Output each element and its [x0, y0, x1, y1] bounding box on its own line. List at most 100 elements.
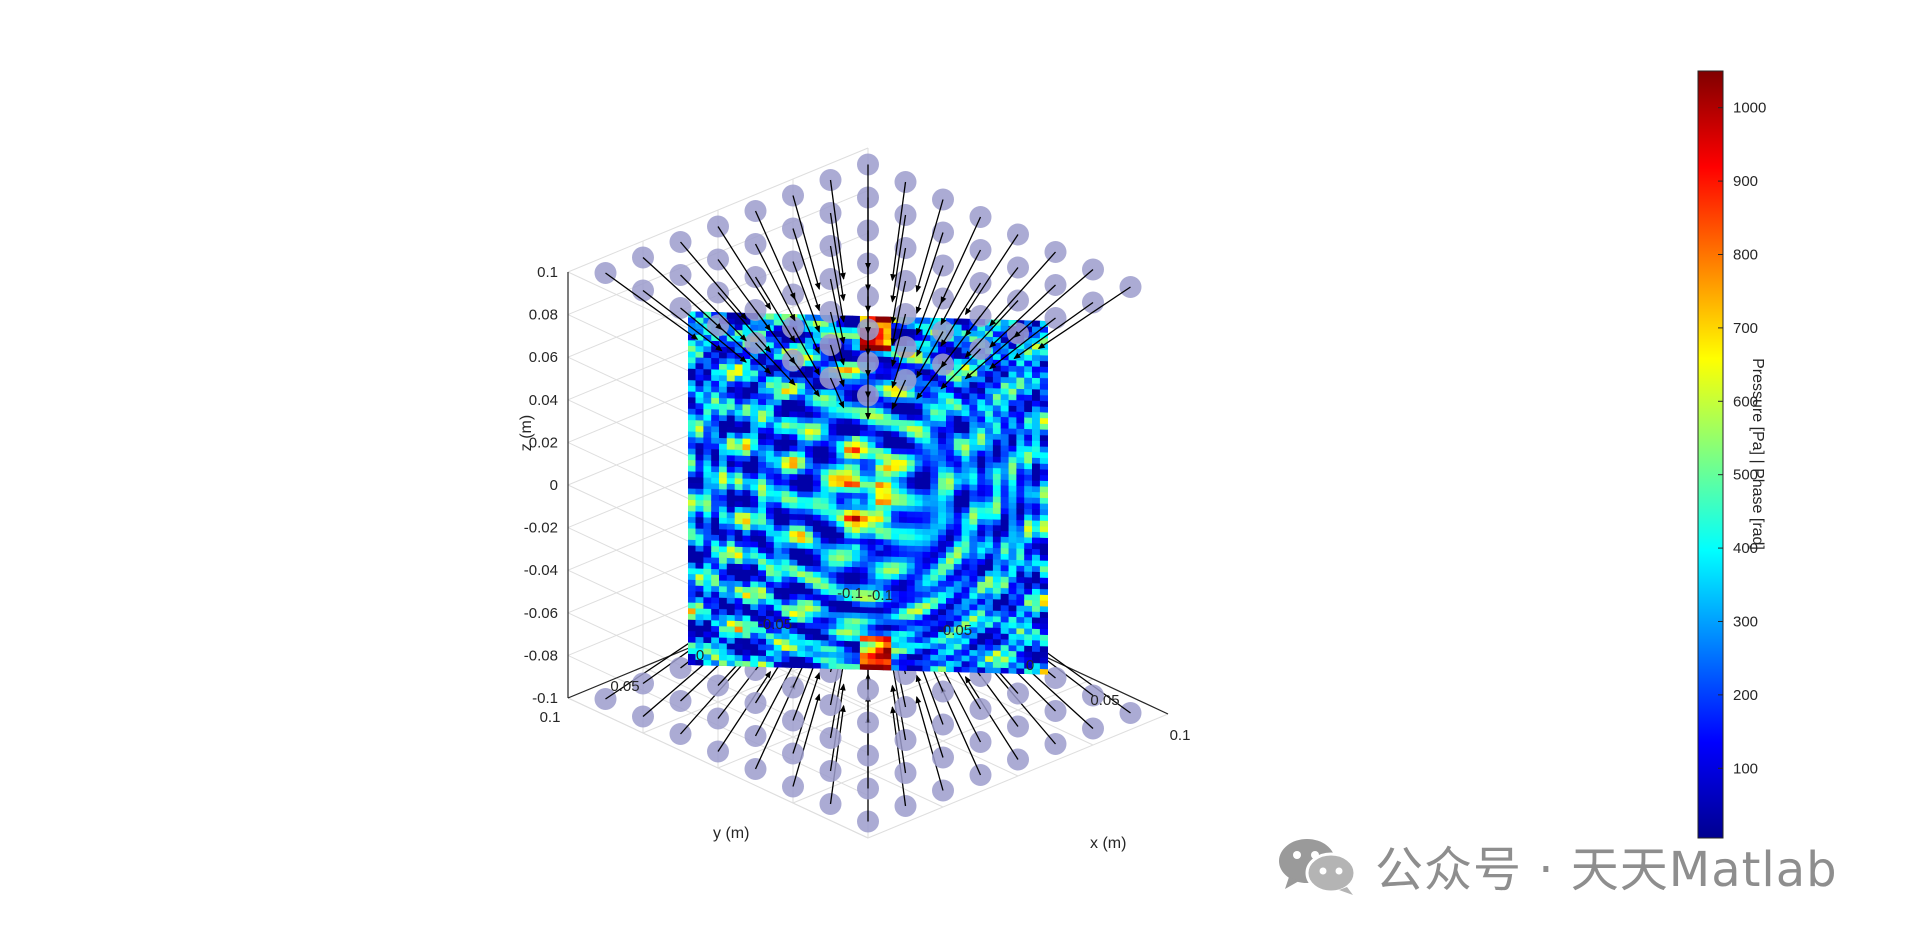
- slice-cell: [805, 570, 814, 578]
- slice-cell: [703, 596, 712, 604]
- slice-cell: [1000, 587, 1010, 595]
- slice-cell: [906, 539, 916, 546]
- slice-cell: [859, 623, 869, 631]
- slice-cell: [820, 554, 830, 561]
- slice-cell: [969, 375, 978, 383]
- slice-cell: [859, 481, 869, 488]
- slice-cell: [1032, 400, 1041, 407]
- slice-cell: [906, 562, 916, 569]
- slice-cell: [750, 369, 759, 377]
- slice-cell: [1008, 593, 1018, 600]
- slice-cell: [922, 488, 931, 496]
- slice-cell: [805, 496, 814, 504]
- slice-cell: [1016, 576, 1025, 584]
- slice-cell: [797, 490, 806, 498]
- slice-cell: [750, 426, 759, 434]
- slice-cell: [688, 425, 697, 432]
- slice-cell: [742, 540, 751, 548]
- slice-cell: [977, 660, 986, 668]
- slice-cell: [930, 437, 939, 444]
- slice-cell: [953, 335, 963, 342]
- slice-cell: [695, 476, 705, 484]
- transducer-direction-arrow: [754, 243, 796, 322]
- slice-cell: [945, 471, 955, 479]
- slice-cell: [781, 490, 791, 497]
- slice-cell: [695, 413, 705, 421]
- slice-cell: [945, 466, 955, 473]
- slice-cell: [765, 552, 775, 560]
- slice-cell: [1032, 388, 1041, 396]
- slice-cell: [765, 421, 775, 429]
- slice-cell: [726, 631, 736, 639]
- slice-cell: [688, 453, 697, 461]
- slice-cell: [914, 545, 924, 552]
- slice-cell: [985, 398, 994, 406]
- slice-cell: [820, 462, 830, 470]
- slice-cell: [828, 599, 838, 607]
- slice-cell: [726, 483, 736, 490]
- slice-cell: [758, 660, 767, 668]
- slice-cell: [695, 379, 705, 387]
- slice-cell: [953, 483, 963, 491]
- slice-cell: [898, 664, 908, 672]
- slice-cell: [805, 388, 814, 395]
- slice-cell: [961, 557, 971, 565]
- slice-cell: [930, 500, 939, 507]
- slice-cell: [883, 538, 892, 546]
- slice-cell: [836, 548, 845, 556]
- slice-cell: [883, 447, 892, 455]
- slice-cell: [758, 575, 767, 582]
- slice-cell: [922, 368, 931, 376]
- slice-cell: [718, 414, 728, 422]
- slice-cell: [750, 415, 759, 422]
- slice-cell: [1032, 576, 1041, 584]
- slice-cell: [688, 641, 697, 649]
- slice-cell: [922, 482, 931, 490]
- slice-cell: [844, 480, 853, 488]
- slice-cell: [906, 482, 916, 489]
- slice-cell: [938, 454, 947, 462]
- slice-cell: [1016, 468, 1025, 475]
- slice-cell: [688, 590, 697, 598]
- slice-cell: [758, 592, 767, 599]
- slice-cell: [953, 415, 963, 422]
- slice-cell: [711, 385, 720, 393]
- slice-cell: [898, 464, 908, 472]
- slice-cell: [695, 339, 705, 347]
- slice-cell: [1008, 393, 1018, 401]
- slice-cell: [1024, 599, 1033, 607]
- slice-cell: [875, 606, 885, 614]
- slice-cell: [765, 392, 775, 400]
- slice-cell: [898, 607, 908, 615]
- slice-cell: [898, 653, 908, 660]
- slice-cell: [1000, 444, 1010, 452]
- slice-cell: [891, 624, 900, 632]
- slice-cell: [969, 512, 978, 520]
- slice-cell: [820, 451, 830, 459]
- slice-cell: [1000, 570, 1010, 577]
- slice-cell: [1024, 565, 1033, 572]
- transducer-direction-arrow: [1037, 286, 1131, 350]
- slice-cell: [867, 526, 877, 534]
- slice-cell: [906, 453, 916, 461]
- slice-cell: [797, 661, 806, 669]
- slice-cell: [922, 505, 931, 513]
- slice-cell: [820, 422, 830, 430]
- slice-cell: [781, 427, 791, 435]
- slice-cell: [726, 574, 736, 582]
- slice-cell: [789, 479, 798, 486]
- slice-cell: [718, 386, 728, 393]
- slice-cell: [1024, 570, 1033, 578]
- slice-cell: [765, 444, 775, 451]
- slice-cell: [820, 582, 830, 590]
- slice-cell: [859, 424, 869, 431]
- slice-cell: [828, 520, 838, 527]
- slice-cell: [898, 624, 908, 632]
- slice-cell: [922, 471, 931, 478]
- slice-cell: [812, 399, 822, 407]
- slice-cell: [1000, 513, 1010, 520]
- slice-cell: [953, 352, 963, 359]
- slice-cell: [695, 470, 705, 478]
- slice-cell: [797, 627, 806, 635]
- slice-cell: [938, 374, 947, 382]
